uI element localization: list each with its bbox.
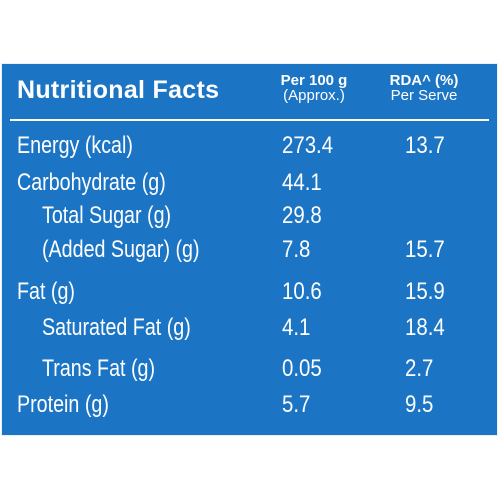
row-label: (Added Sugar) (g) (42, 236, 200, 263)
rda-header: RDA^ (%) Per Serve (374, 73, 474, 103)
rda-value: 15.9 (405, 278, 445, 305)
rda-label: RDA^ (%) (389, 72, 459, 89)
per-100g-header: Per 100 g (Approx.) (264, 73, 364, 103)
rda-value: 15.7 (405, 236, 445, 263)
row-label: Total Sugar (g) (42, 202, 172, 229)
per-100g-value: 29.8 (282, 202, 322, 229)
per-100g-value: 273.4 (282, 132, 334, 159)
rda-value: 13.7 (405, 132, 445, 159)
per-100g-value: 10.6 (282, 278, 322, 305)
nutrition-facts-panel: Nutritional Facts Per 100 g (Approx.) RD… (1, 63, 498, 436)
rda-value: 9.5 (405, 391, 434, 418)
per-serve-label: Per Serve (390, 87, 458, 104)
table-row: Energy (kcal) 273.4 13.7 (2, 132, 497, 166)
table-row: Carbohydrate (g) 44.1 (2, 169, 497, 203)
row-label: Carbohydrate (g) (17, 169, 166, 196)
header-divider (10, 119, 489, 121)
per-100g-value: 4.1 (282, 314, 311, 341)
table-row: Saturated Fat (g) 4.1 18.4 (2, 314, 497, 348)
per-100g-value: 7.8 (282, 236, 311, 263)
per-100g-value: 44.1 (282, 169, 322, 196)
row-label: Trans Fat (g) (42, 355, 156, 382)
rda-value: 2.7 (405, 355, 434, 382)
rda-value: 18.4 (405, 314, 445, 341)
per-100g-value: 0.05 (282, 355, 322, 382)
table-row: Total Sugar (g) 29.8 (2, 202, 497, 236)
approx-label: (Approx.) (283, 87, 345, 104)
table-row: (Added Sugar) (g) 7.8 15.7 (2, 236, 497, 270)
row-label: Saturated Fat (g) (42, 314, 191, 341)
row-label: Fat (g) (17, 278, 75, 305)
per-100g-label: Per 100 g (280, 72, 348, 89)
nutrition-title: Nutritional Facts (17, 76, 220, 104)
table-row: Fat (g) 10.6 15.9 (2, 278, 497, 312)
row-label: Protein (g) (17, 391, 109, 418)
row-label: Energy (kcal) (17, 132, 133, 159)
table-row: Protein (g) 5.7 9.5 (2, 391, 497, 425)
per-100g-value: 5.7 (282, 391, 311, 418)
table-row: Trans Fat (g) 0.05 2.7 (2, 355, 497, 389)
